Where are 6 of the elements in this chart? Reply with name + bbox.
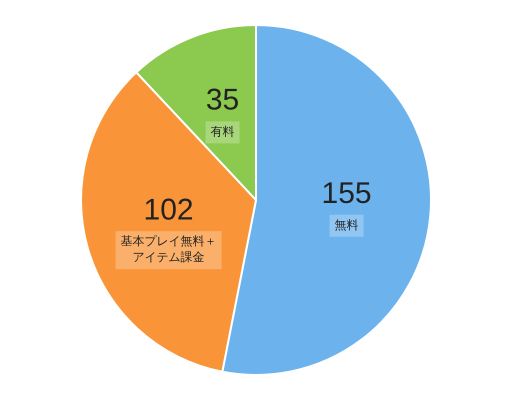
data-label: 35 xyxy=(206,84,240,117)
data-label: 102 xyxy=(144,193,194,226)
data-label: 155 xyxy=(322,177,372,210)
slice-label: 無料 xyxy=(334,218,359,232)
slice-label: 基本プレイ無料＋アイテム課金 xyxy=(120,234,217,264)
slice-label: 有料 xyxy=(210,124,235,138)
